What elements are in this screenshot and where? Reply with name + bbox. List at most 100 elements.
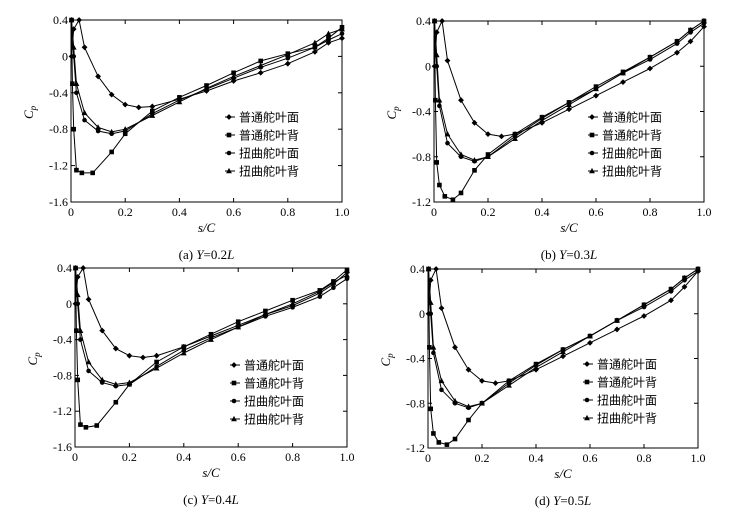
data-point xyxy=(83,425,89,430)
data-point xyxy=(641,313,647,319)
data-point xyxy=(593,92,599,99)
y-tick-label: 0 xyxy=(62,49,68,63)
data-point xyxy=(339,26,345,32)
data-point xyxy=(78,422,83,427)
x-tick-label: 0.6 xyxy=(226,205,241,219)
data-point xyxy=(471,119,478,126)
data-point xyxy=(80,265,87,271)
data-point xyxy=(438,305,445,312)
x-tick-label: 0.6 xyxy=(589,205,604,219)
plot-frame xyxy=(70,19,343,203)
data-point xyxy=(687,38,694,45)
data-point xyxy=(425,265,432,272)
x-tick-label: 1.0 xyxy=(335,205,350,219)
data-point xyxy=(86,368,91,374)
x-tick-label: 0.8 xyxy=(285,450,300,464)
legend-marker xyxy=(589,167,595,174)
x-tick-label: 1.0 xyxy=(340,450,355,464)
series-1 xyxy=(425,266,701,387)
plot-frame xyxy=(74,267,348,448)
data-point xyxy=(76,17,83,23)
legend-marker xyxy=(231,362,237,368)
legend-label: 普通舵叶背 xyxy=(602,128,662,143)
data-point xyxy=(112,381,119,387)
data-point xyxy=(81,44,88,51)
data-point xyxy=(427,299,434,305)
data-point xyxy=(235,319,241,324)
series-1 xyxy=(431,18,707,140)
legend-label: 扭曲舵叶面 xyxy=(597,393,657,408)
x-tick-label: 0.2 xyxy=(118,205,133,219)
data-point xyxy=(230,73,237,79)
data-point xyxy=(681,274,688,281)
data-point xyxy=(81,109,88,116)
data-point xyxy=(434,63,440,69)
data-point xyxy=(452,436,458,442)
series-line xyxy=(75,266,348,359)
data-point xyxy=(289,300,296,307)
series-line xyxy=(428,268,699,409)
data-point xyxy=(257,62,264,68)
data-point xyxy=(73,80,80,86)
y-tick-label: 0.4 xyxy=(53,13,68,27)
series-line xyxy=(428,268,699,408)
data-point xyxy=(257,69,264,76)
y-tick-label: -0.8 xyxy=(49,122,68,136)
data-point xyxy=(112,345,119,352)
data-point xyxy=(458,97,464,104)
legend-marker xyxy=(226,114,232,120)
series-3 xyxy=(426,266,701,411)
data-point xyxy=(149,103,156,110)
chart-panel-4: 0 0.2 0.4 0.6 0.8 1.0 0.4 0 -0.4 -0.8 -1.2 s/C Cp 普通舵… xyxy=(378,262,706,508)
legend-marker xyxy=(584,414,590,421)
data-point xyxy=(72,264,79,271)
legend-marker xyxy=(589,132,595,138)
data-point xyxy=(284,60,291,67)
y-tick-label: -1.6 xyxy=(53,440,72,454)
y-tick-label: 0.4 xyxy=(57,261,72,275)
data-point xyxy=(208,336,214,342)
data-point xyxy=(325,30,332,36)
data-point xyxy=(492,380,499,387)
data-point xyxy=(95,73,101,80)
y-tick-label: -0.4 xyxy=(49,86,68,100)
x-tick-label: 0.4 xyxy=(176,450,191,464)
data-point xyxy=(331,285,336,290)
series-4 xyxy=(72,264,350,387)
legend-label: 普通舵叶面 xyxy=(597,357,657,372)
data-point xyxy=(674,49,680,56)
legend-label: 普通舵叶背 xyxy=(239,128,299,143)
y-tick-label: -1.2 xyxy=(53,404,72,418)
x-tick-label: 0.8 xyxy=(280,205,295,219)
data-point xyxy=(593,85,599,92)
y-tick-label: -1.2 xyxy=(406,441,425,455)
x-axis-label: s/C xyxy=(202,465,220,480)
x-tick-label: 0 xyxy=(425,451,431,465)
data-point xyxy=(85,358,92,365)
data-point xyxy=(90,170,95,176)
data-point xyxy=(71,126,77,132)
series-line xyxy=(434,20,705,162)
data-point xyxy=(587,339,593,346)
data-point xyxy=(472,168,477,173)
data-point xyxy=(466,417,471,423)
data-point xyxy=(438,377,445,384)
data-point xyxy=(539,117,545,123)
y-tick-label: 0 xyxy=(419,307,425,321)
legend-marker xyxy=(584,397,590,403)
legend-label: 扭曲舵叶面 xyxy=(602,146,662,161)
data-point xyxy=(122,101,129,108)
legend-marker xyxy=(226,167,232,174)
legend-label: 扭曲舵叶面 xyxy=(239,146,299,161)
data-point xyxy=(436,97,443,103)
series-3 xyxy=(69,17,345,137)
data-point xyxy=(506,382,512,388)
data-point xyxy=(262,311,269,317)
legend-marker xyxy=(231,415,237,422)
data-point xyxy=(701,17,707,24)
panel-caption: (c) Y=0.4L xyxy=(183,492,239,507)
x-tick-label: 0.8 xyxy=(643,205,658,219)
data-point xyxy=(560,348,566,355)
series-3 xyxy=(73,265,350,389)
data-point xyxy=(498,133,505,140)
